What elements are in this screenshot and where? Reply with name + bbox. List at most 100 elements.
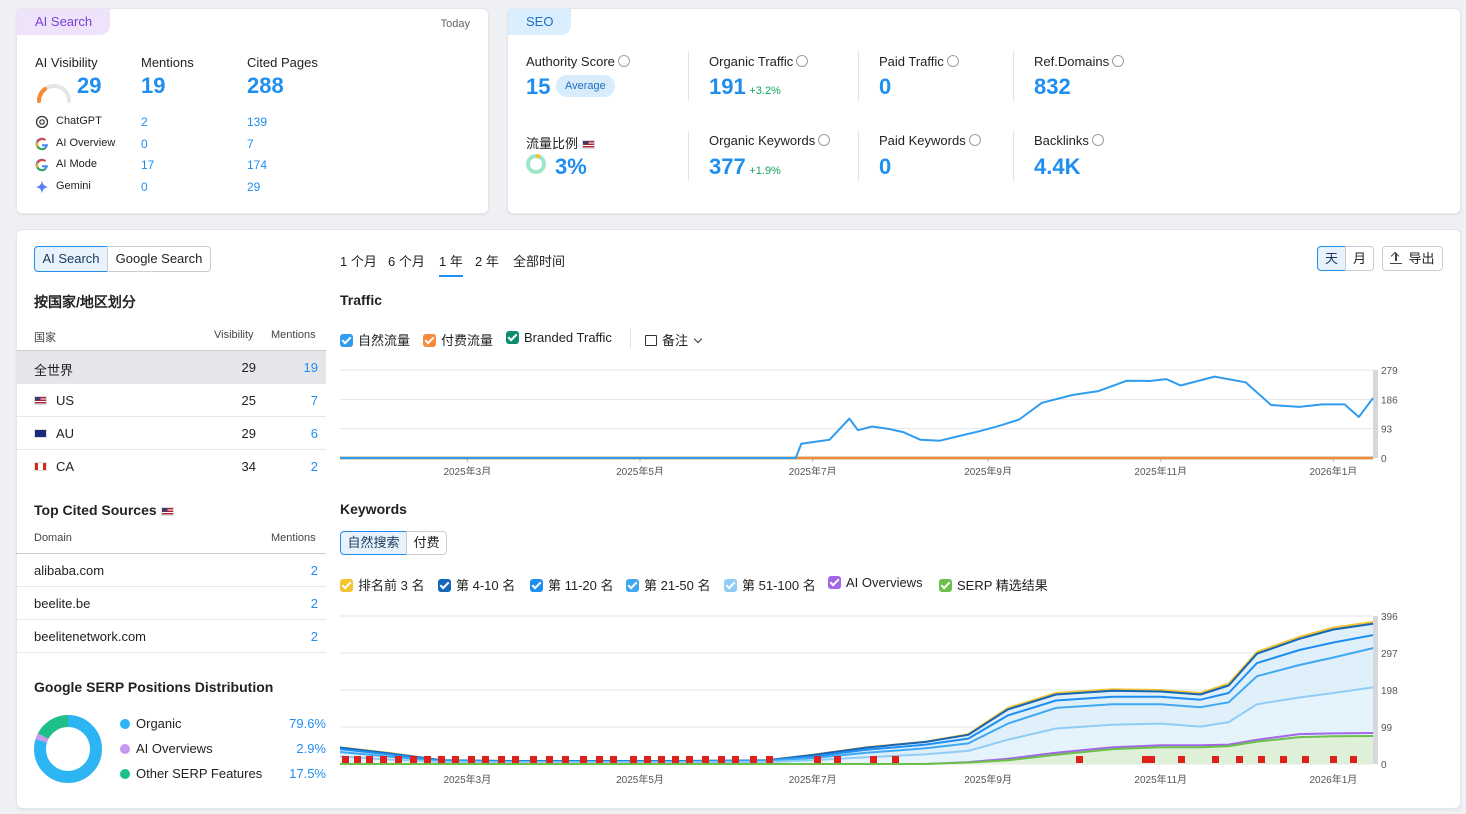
metric-value-paid-keywords[interactable]: 0 — [879, 154, 892, 179]
platform-cited[interactable]: 7 — [247, 137, 254, 151]
country-row[interactable]: 全世界 29 19 — [16, 351, 326, 384]
metric-value-organic-traffic[interactable]: 191 — [709, 74, 746, 99]
info-icon[interactable] — [1112, 55, 1125, 67]
source-row[interactable]: beelite.be 2 — [16, 587, 326, 620]
country-row[interactable]: CA 34 2 — [16, 450, 326, 483]
granularity-month-button[interactable]: 月 — [1345, 246, 1374, 271]
info-icon[interactable] — [968, 134, 981, 146]
range-tab-1y[interactable]: 1 年 — [439, 251, 463, 277]
legend-branded-traffic[interactable]: Branded Traffic — [506, 330, 612, 345]
date-label: Today — [440, 18, 470, 30]
info-icon[interactable] — [946, 55, 959, 67]
serp-legend-label: Other SERP Features — [136, 766, 263, 781]
platform-name: ChatGPT — [56, 115, 102, 127]
platform-mentions[interactable]: 17 — [141, 158, 155, 172]
country-mentions[interactable]: 19 — [303, 360, 318, 375]
country-row[interactable]: US 25 7 — [16, 384, 326, 417]
source-domain[interactable]: beelitenetwork.com — [34, 629, 146, 644]
legend-paid-traffic[interactable]: 付费流量 — [423, 330, 493, 349]
legend-serp-features[interactable]: SERP 精选结果 — [939, 575, 1048, 594]
platform-cited[interactable]: 174 — [247, 158, 268, 172]
country-row[interactable]: AU 29 6 — [16, 417, 326, 450]
flag-marker-icon — [482, 756, 489, 763]
serp-legend-value: 17.5% — [289, 766, 326, 781]
platform-cited[interactable]: 139 — [247, 115, 268, 129]
country-mentions[interactable]: 7 — [310, 393, 318, 408]
info-icon[interactable] — [1091, 134, 1104, 146]
legend-11-20[interactable]: 第 11-20 名 — [530, 575, 614, 594]
y-tick-label: 396 — [1381, 612, 1398, 623]
platform-mentions[interactable]: 0 — [141, 180, 148, 194]
chart-scroll-handle — [1373, 370, 1378, 458]
flag-marker-icon — [672, 756, 679, 763]
range-tab-2y[interactable]: 2 年 — [475, 254, 499, 269]
source-mentions[interactable]: 2 — [310, 629, 318, 644]
source-domain[interactable]: beelite.be — [34, 596, 91, 611]
keywords-tab-paid[interactable]: 付费 — [406, 531, 447, 555]
platform-row: AI Mode 17 174 — [35, 157, 295, 175]
range-tab-all[interactable]: 全部时间 — [513, 254, 566, 269]
platform-cited[interactable]: 29 — [247, 180, 261, 194]
metric-value-authority-score[interactable]: 15 — [526, 74, 551, 99]
x-tick-label: 2025年3月 — [443, 465, 491, 475]
keywords-tab-organic[interactable]: 自然搜索 — [340, 531, 407, 555]
legend-organic-traffic[interactable]: 自然流量 — [340, 330, 410, 349]
ai-search-tag: AI Search — [17, 9, 111, 35]
legend-ai-overviews[interactable]: AI Overviews — [828, 575, 923, 590]
flag-marker-icon — [366, 756, 373, 763]
flag-marker-icon — [658, 756, 665, 763]
flag-marker-icon — [395, 756, 402, 763]
source-row[interactable]: beelitenetwork.com 2 — [16, 620, 326, 653]
metric-label-paid-keywords: Paid Keywords — [879, 133, 981, 148]
flag-marker-icon — [1236, 756, 1243, 763]
legend-21-50[interactable]: 第 21-50 名 — [626, 575, 710, 594]
x-tick-label: 2026年1月 — [1309, 465, 1357, 475]
flag-marker-icon — [498, 756, 505, 763]
country-mentions[interactable]: 2 — [310, 459, 318, 474]
export-button[interactable]: 导出 — [1382, 246, 1443, 271]
metric-label-authority-score: Authority Score — [526, 54, 630, 69]
metric-value-paid-traffic[interactable]: 0 — [879, 74, 892, 99]
metric-label-mentions: Mentions — [141, 55, 194, 70]
metric-value-cited-pages[interactable]: 288 — [247, 73, 284, 98]
metric-label-organic-keywords: Organic Keywords — [709, 133, 831, 148]
sources-section-title: Top Cited Sources — [34, 502, 181, 518]
platform-name: Gemini — [56, 180, 91, 192]
metric-value-mentions[interactable]: 19 — [141, 73, 166, 98]
authority-badge: Average — [556, 75, 615, 97]
platform-mentions[interactable]: 0 — [141, 137, 148, 151]
toggle-ai-search[interactable]: AI Search — [34, 246, 108, 272]
flag-marker-icon — [452, 756, 459, 763]
info-icon[interactable] — [617, 55, 630, 67]
google-icon — [35, 158, 48, 172]
metric-value-backlinks[interactable]: 4.4K — [1034, 154, 1081, 179]
notes-dropdown[interactable]: 备注 — [645, 330, 703, 349]
metric-value-ai-visibility[interactable]: 29 — [77, 73, 102, 98]
country-header-visibility: Visibility — [214, 329, 254, 341]
info-icon[interactable] — [796, 55, 809, 67]
metric-value-organic-keywords[interactable]: 377 — [709, 154, 746, 179]
source-mentions[interactable]: 2 — [310, 563, 318, 578]
source-domain[interactable]: alibaba.com — [34, 563, 105, 578]
range-tab-6m[interactable]: 6 个月 — [388, 254, 425, 269]
legend-51-100[interactable]: 第 51-100 名 — [724, 575, 816, 594]
country-mentions[interactable]: 6 — [310, 426, 318, 441]
flag-marker-icon — [1212, 756, 1219, 763]
flag-marker-icon — [546, 756, 553, 763]
legend-top3[interactable]: 排名前 3 名 — [340, 575, 424, 594]
serp-legend-row: Organic 79.6% — [120, 716, 326, 732]
keyword-series-line — [340, 735, 1374, 765]
range-tab-1m[interactable]: 1 个月 — [340, 254, 377, 269]
metric-value-traffic-share[interactable]: 3% — [555, 154, 587, 179]
chart-scroll-handle — [1373, 616, 1378, 764]
source-mentions[interactable]: 2 — [310, 596, 318, 611]
info-icon[interactable] — [818, 134, 831, 146]
metric-label-cited-pages: Cited Pages — [247, 55, 318, 70]
legend-4-10[interactable]: 第 4-10 名 — [438, 575, 515, 594]
granularity-day-button[interactable]: 天 — [1317, 246, 1346, 271]
platform-mentions[interactable]: 2 — [141, 115, 148, 129]
metric-value-ref-domains[interactable]: 832 — [1034, 74, 1071, 99]
flag-marker-icon — [1330, 756, 1337, 763]
source-row[interactable]: alibaba.com 2 — [16, 554, 326, 587]
toggle-google-search[interactable]: Google Search — [107, 246, 211, 272]
